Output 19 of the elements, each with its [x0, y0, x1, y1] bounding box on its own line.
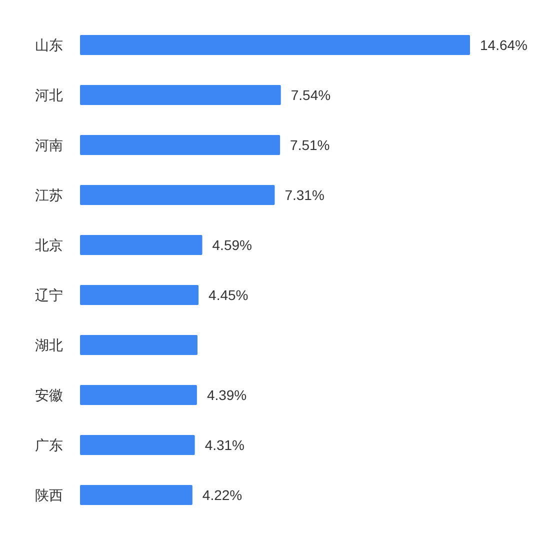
category: 河南	[35, 137, 63, 153]
category: 河北	[35, 87, 63, 103]
value-label: 7.54%	[290, 87, 331, 103]
category: 辽宁	[35, 287, 63, 303]
category: 北京	[35, 237, 63, 253]
value-label: 4.31%	[204, 437, 245, 453]
value-label: 7.31%	[284, 187, 324, 203]
category: 山东	[35, 37, 63, 53]
value-label: 14.64%	[480, 37, 528, 53]
category: 广东	[35, 437, 63, 453]
category: 湖北	[35, 337, 63, 353]
category: 江苏	[35, 187, 63, 203]
category: 陕西	[35, 487, 63, 503]
value-label: 4.22%	[202, 487, 242, 503]
value-label: 4.39%	[206, 387, 247, 403]
value-label: 4.59%	[212, 237, 252, 253]
value-label: 4.45%	[208, 287, 248, 303]
category: 安徽	[35, 387, 63, 403]
value-label: 7.51%	[290, 137, 330, 153]
